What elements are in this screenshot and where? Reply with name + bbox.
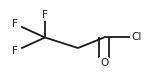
- Text: Cl: Cl: [131, 33, 141, 43]
- Text: F: F: [12, 19, 18, 29]
- Text: O: O: [100, 58, 108, 68]
- Text: F: F: [12, 46, 18, 56]
- Text: F: F: [42, 10, 48, 20]
